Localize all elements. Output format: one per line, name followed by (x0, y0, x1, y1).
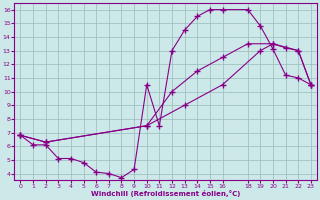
X-axis label: Windchill (Refroidissement éolien,°C): Windchill (Refroidissement éolien,°C) (91, 190, 240, 197)
